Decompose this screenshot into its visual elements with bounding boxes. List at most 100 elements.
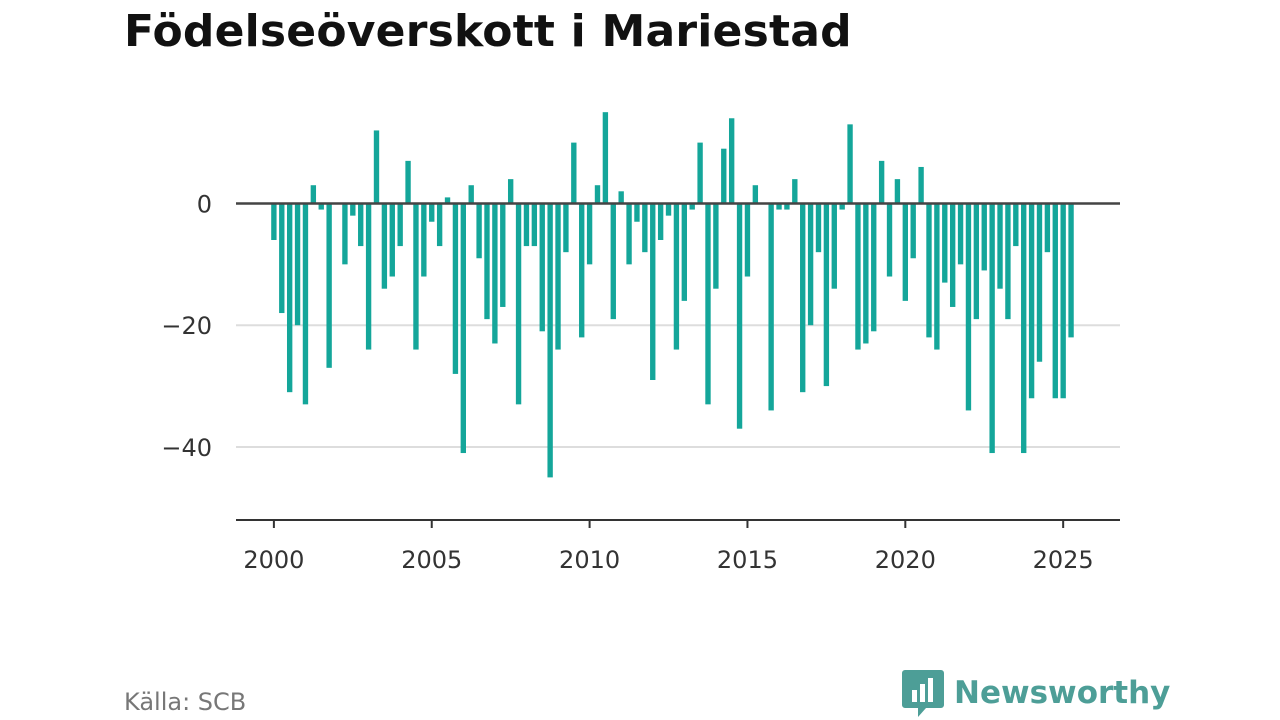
bar xyxy=(815,203,822,253)
bar xyxy=(657,203,664,240)
bar xyxy=(515,203,522,405)
bar xyxy=(871,203,877,332)
bar xyxy=(926,203,932,338)
bar xyxy=(847,124,853,204)
bar xyxy=(594,185,601,204)
bar xyxy=(421,203,427,277)
bar xyxy=(878,160,885,204)
bar xyxy=(429,203,435,222)
bar xyxy=(318,203,324,210)
bar xyxy=(381,203,388,289)
bar xyxy=(571,142,577,204)
bar xyxy=(744,203,751,277)
bar xyxy=(484,203,490,320)
bar xyxy=(507,179,514,204)
bar xyxy=(547,203,553,478)
bar xyxy=(839,203,845,210)
bar xyxy=(286,203,293,393)
bar xyxy=(531,203,538,247)
bar xyxy=(650,203,656,380)
bar xyxy=(294,203,301,326)
bar xyxy=(365,203,372,350)
bar xyxy=(539,203,545,332)
bar xyxy=(460,203,466,454)
bar xyxy=(689,203,695,210)
bar xyxy=(634,203,640,222)
bar xyxy=(444,197,451,204)
bar xyxy=(800,203,806,393)
bar xyxy=(894,179,901,204)
bar xyxy=(728,118,735,204)
bar xyxy=(1044,203,1051,253)
bar xyxy=(1028,203,1035,399)
x-tick-label: 2015 xyxy=(717,546,778,574)
x-tick-label: 2000 xyxy=(243,546,304,574)
bar xyxy=(1005,203,1011,320)
bar xyxy=(863,203,869,344)
bar xyxy=(1052,203,1058,399)
bar xyxy=(452,203,459,374)
bar xyxy=(831,203,837,289)
bar xyxy=(902,203,908,301)
bar xyxy=(784,203,790,210)
bar xyxy=(697,142,703,204)
x-tick-label: 2005 xyxy=(401,546,462,574)
bar xyxy=(579,203,585,338)
bar xyxy=(476,203,482,259)
bar xyxy=(302,203,309,405)
bar xyxy=(563,203,569,253)
y-tick-labels: 0 −20 −40 xyxy=(161,190,212,461)
bar xyxy=(997,203,1003,289)
bar xyxy=(1013,203,1019,247)
bar xyxy=(942,203,948,283)
bar xyxy=(713,203,719,289)
bar xyxy=(610,203,616,320)
bar xyxy=(358,203,364,247)
bar xyxy=(642,203,648,253)
bar xyxy=(1036,203,1043,362)
bar xyxy=(949,203,956,307)
x-tick-label: 2020 xyxy=(875,546,936,574)
bar xyxy=(389,203,395,277)
bar xyxy=(326,203,332,368)
bar xyxy=(397,203,403,247)
newsworthy-logo-icon xyxy=(902,670,944,717)
x-tick-label: 2025 xyxy=(1033,546,1094,574)
brand-name: Newsworthy xyxy=(954,675,1171,711)
brand-logo: Newsworthy xyxy=(902,668,1170,718)
bar xyxy=(957,203,964,265)
bar xyxy=(705,203,711,405)
bar xyxy=(981,203,987,271)
bar xyxy=(752,185,759,204)
y-tick-label: 0 xyxy=(197,190,212,218)
bar xyxy=(555,203,561,350)
bar xyxy=(855,203,861,350)
bar xyxy=(602,112,609,204)
bar xyxy=(665,203,672,216)
bar xyxy=(807,203,814,326)
bar xyxy=(586,203,593,265)
bar xyxy=(989,203,995,454)
x-tick-label: 2010 xyxy=(559,546,620,574)
bar xyxy=(468,185,474,204)
bar xyxy=(310,185,317,204)
bar xyxy=(886,203,893,277)
bars xyxy=(271,112,1074,478)
chart-title: Födelseöverskott i Mariestad xyxy=(124,6,852,57)
bar xyxy=(500,203,506,307)
bar xyxy=(792,179,798,204)
bar xyxy=(681,203,687,301)
y-tick-label: −40 xyxy=(161,434,212,462)
bar xyxy=(1021,203,1027,454)
bar xyxy=(721,148,727,204)
bar xyxy=(492,203,498,344)
bar xyxy=(350,203,356,216)
bar xyxy=(342,203,348,265)
bar xyxy=(1068,203,1074,338)
source-note: Källa: SCB xyxy=(124,688,247,716)
bar xyxy=(1060,203,1066,399)
x-axis xyxy=(236,519,1120,528)
bar xyxy=(271,203,277,240)
bar xyxy=(910,203,916,259)
bar xyxy=(768,203,774,411)
